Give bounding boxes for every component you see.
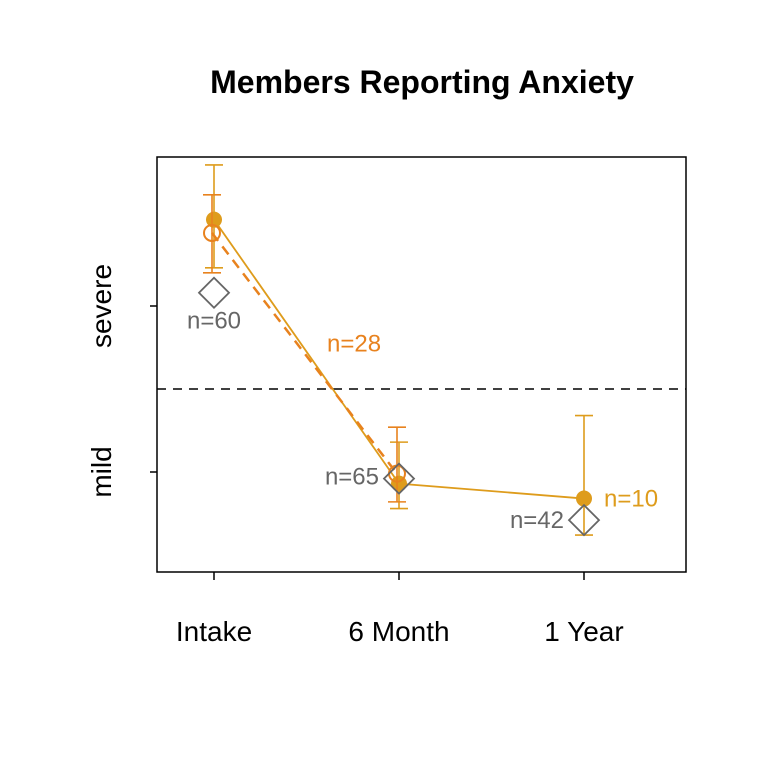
chart-title: Members Reporting Anxiety [210,64,634,100]
series-0-point-0 [206,211,222,228]
series-2-n-label-1: n=65 [325,464,379,491]
marks: n=10 n=28 n=60 n=65 n=42 [187,164,658,537]
plot-frame [156,156,687,573]
series-0-n-label-2: n=10 [604,486,658,513]
y-tick-label-mild: mild [86,446,117,497]
series-2-point-1 [382,462,416,495]
x-tick-label-intake: Intake [176,616,252,647]
y-tick-label-severe: severe [86,264,117,348]
series-0-point-2 [576,490,592,507]
series-1-point-0 [203,223,221,242]
series-2-n-label-2: n=42 [510,507,564,534]
series-2-n-label-0: n=60 [187,308,241,335]
series-2-point-2 [567,503,601,537]
x-tick-label-1-year: 1 Year [544,616,623,647]
series-1-n-label-1: n=28 [327,331,381,358]
x-tick-label-6-month: 6 Month [348,616,449,647]
series-2-point-0 [197,276,231,309]
